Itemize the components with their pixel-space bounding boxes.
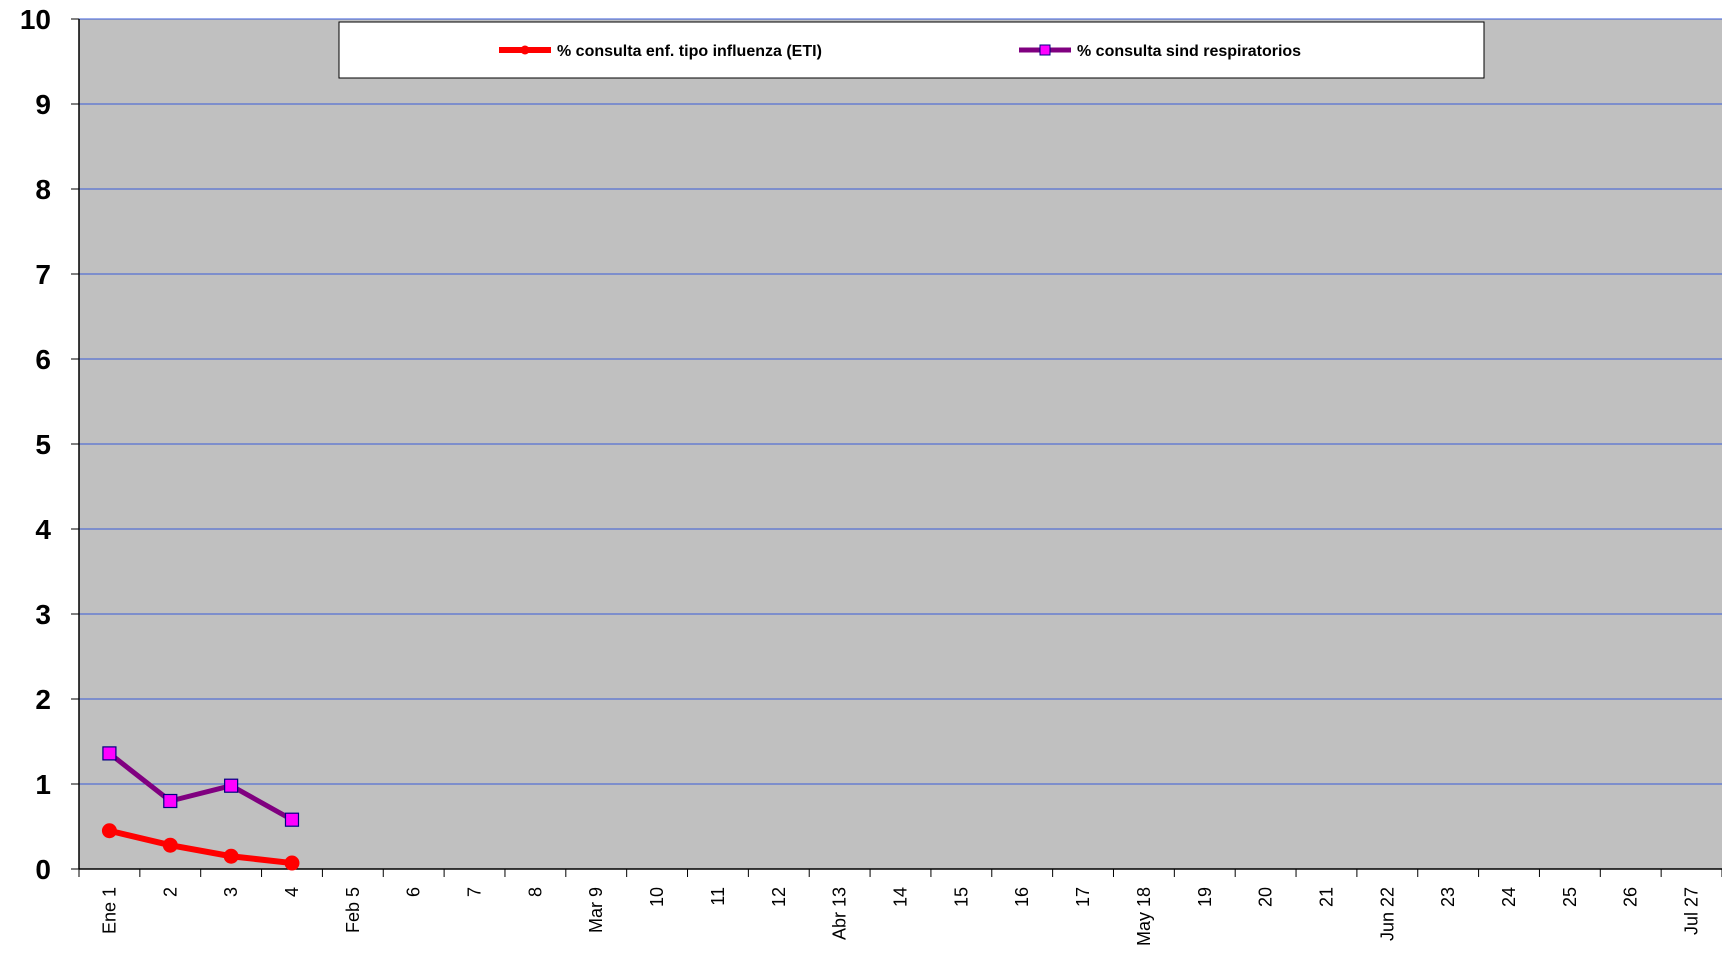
- data-point: [102, 746, 117, 761]
- x-tick-label: 8: [525, 887, 545, 897]
- x-axis-ticks: Ene 1 2 3 4 Feb 5 6 7 8 Mar 9 10 11 12 Abr 13 14 15 16 1…: [99, 887, 1701, 946]
- x-tick-label: Jul 27: [1682, 887, 1702, 935]
- x-tick-label: 12: [769, 887, 789, 907]
- x-tick-label: 20: [1256, 887, 1276, 907]
- x-tick-label: 17: [1073, 887, 1093, 907]
- x-tick-label: 16: [1012, 887, 1032, 907]
- legend-label: % consulta enf. tipo influenza (ETI): [557, 43, 822, 60]
- y-tick-label: 5: [35, 429, 51, 460]
- x-tick-label: 6: [404, 887, 424, 897]
- series-line: [106, 750, 295, 823]
- legend: % consulta enf. tipo influenza (ETI) % co…: [338, 21, 1485, 79]
- x-tick-label: 14: [891, 887, 911, 907]
- data-point: [101, 823, 117, 839]
- data-point: [162, 837, 178, 853]
- x-tick-label: 3: [221, 887, 241, 897]
- x-tick-label: 24: [1499, 887, 1519, 907]
- x-tick-label: 25: [1560, 887, 1580, 907]
- x-tick-label: Abr 13: [830, 887, 850, 940]
- x-tick-label: 7: [465, 887, 485, 897]
- x-tick-label: Feb 5: [343, 887, 363, 933]
- legend-marker: [1039, 44, 1051, 56]
- y-tick-label: 2: [35, 684, 51, 715]
- legend-label: % consulta sind respiratorios: [1077, 43, 1301, 60]
- x-tick-label: 2: [160, 887, 180, 897]
- x-tick-label: Jun 22: [1377, 887, 1397, 941]
- y-tick-label: 6: [35, 344, 51, 375]
- x-tick-label: 4: [282, 887, 302, 897]
- x-tick-label: 11: [708, 887, 728, 906]
- gridlines: [79, 18, 1722, 785]
- x-tick-label: May 18: [1134, 887, 1154, 946]
- data-point: [224, 778, 239, 793]
- data-point: [284, 812, 300, 827]
- series-line: [106, 827, 295, 867]
- legend-marker: [520, 45, 530, 55]
- y-axis-ticks: 0 1 2 3 4 5 6 7 8 9 10: [20, 4, 52, 885]
- data-point: [223, 848, 239, 864]
- x-tick-label: 10: [647, 887, 667, 907]
- data-point: [284, 855, 300, 871]
- y-tick-label: 8: [35, 174, 51, 205]
- y-tick-label: 9: [35, 89, 51, 120]
- axes: [71, 18, 1722, 877]
- y-tick-label: 4: [35, 514, 51, 545]
- y-tick-label: 10: [20, 4, 51, 35]
- y-tick-label: 1: [35, 769, 51, 800]
- series-group: [101, 746, 300, 871]
- x-tick-label: Ene 1: [99, 887, 119, 934]
- x-tick-label: 23: [1438, 887, 1458, 907]
- y-tick-label: 0: [35, 854, 51, 885]
- data-point: [163, 793, 178, 809]
- x-tick-label: 26: [1621, 887, 1641, 907]
- x-tick-label: Mar 9: [586, 887, 606, 933]
- x-tick-label: 21: [1316, 887, 1336, 907]
- y-tick-label: 7: [35, 259, 51, 290]
- y-tick-label: 3: [35, 599, 51, 630]
- x-tick-label: 19: [1195, 887, 1215, 907]
- x-tick-label: 15: [951, 887, 971, 907]
